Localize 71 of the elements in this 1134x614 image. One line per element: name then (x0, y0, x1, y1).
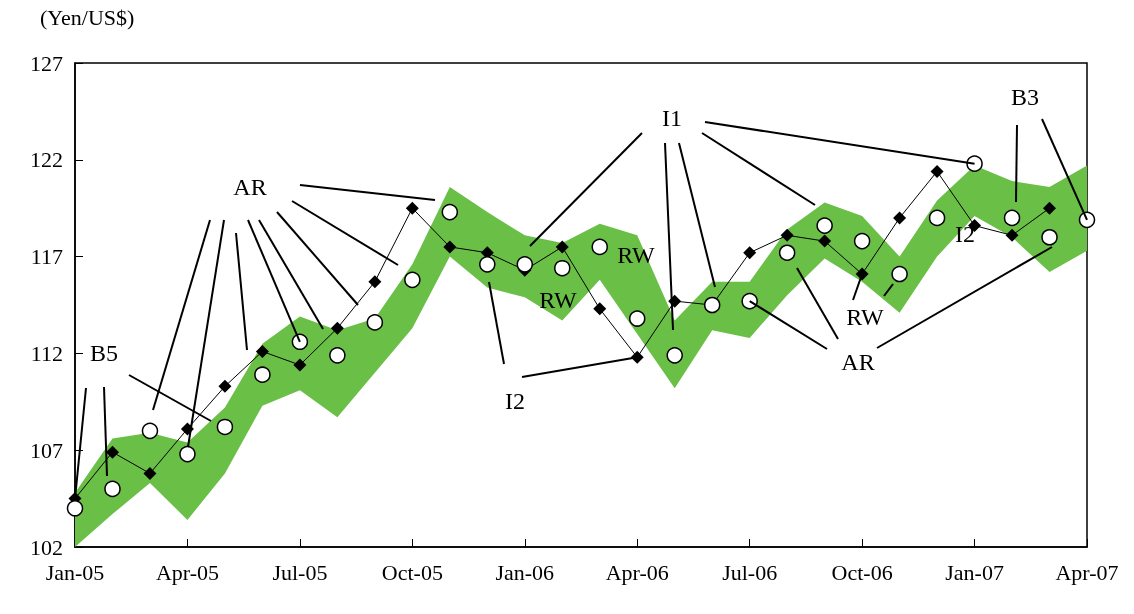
annotation: RW (539, 287, 578, 313)
point (928, 209, 946, 227)
point (743, 246, 757, 260)
point (891, 265, 908, 283)
point (255, 344, 269, 358)
x-tick-label: Jan-07 (945, 559, 1004, 585)
point (143, 466, 157, 480)
point (330, 321, 344, 335)
point (554, 259, 571, 277)
x-tick-label: Jul-06 (722, 559, 778, 585)
y-tick-label: 117 (30, 244, 63, 270)
point (930, 164, 944, 178)
point (216, 418, 234, 436)
y-tick-label: 107 (30, 437, 63, 463)
point (628, 310, 646, 327)
y-tick-label: 122 (30, 147, 63, 173)
point (329, 347, 346, 364)
annotation: I2 (505, 388, 525, 414)
point (816, 217, 833, 234)
point (179, 445, 196, 463)
y-axis-title: (Yen/US$) (40, 4, 135, 30)
point (1041, 228, 1058, 246)
annotation: AR (841, 349, 875, 375)
point (1005, 228, 1019, 242)
point (1043, 201, 1057, 215)
point (366, 314, 384, 331)
point (66, 500, 84, 517)
annotation: AR (233, 174, 267, 200)
point (1078, 211, 1096, 229)
point (818, 234, 832, 248)
x-tick-label: Apr-07 (1055, 559, 1119, 585)
point (1003, 209, 1021, 227)
point (591, 238, 608, 256)
point (105, 445, 119, 459)
point (293, 358, 307, 372)
point (666, 347, 683, 364)
point (741, 292, 758, 310)
x-tick-label: Jan-06 (495, 559, 555, 585)
point (218, 379, 232, 393)
point (291, 333, 309, 351)
annotation: B3 (1010, 84, 1040, 110)
point (893, 211, 907, 225)
point (778, 244, 796, 261)
x-tick-label: Jan-05 (45, 559, 105, 585)
annotation: RW (846, 304, 885, 330)
point (479, 256, 496, 273)
point (443, 240, 457, 254)
x-tick-label: Oct-05 (381, 559, 443, 585)
point (966, 155, 983, 172)
point (593, 302, 607, 316)
x-tick-label: Jul-05 (272, 559, 328, 585)
point (555, 240, 569, 254)
x-tick-label: Oct-06 (831, 559, 893, 585)
point (254, 366, 271, 383)
annotation: B5 (89, 340, 119, 366)
annotation: I2 (955, 221, 975, 247)
y-tick-label: 127 (30, 50, 63, 76)
point (853, 232, 871, 250)
point (780, 228, 794, 242)
point (405, 201, 419, 215)
annotation: I1 (662, 105, 682, 131)
x-tick-label: Apr-06 (605, 559, 669, 585)
x-tick-label: Apr-05 (155, 559, 219, 585)
y-tick-label: 112 (30, 340, 63, 366)
point (368, 275, 382, 289)
point (441, 203, 459, 221)
point (104, 480, 121, 498)
y-tick-label: 102 (30, 534, 63, 560)
point (141, 422, 159, 440)
point (404, 271, 421, 289)
point (516, 256, 534, 273)
